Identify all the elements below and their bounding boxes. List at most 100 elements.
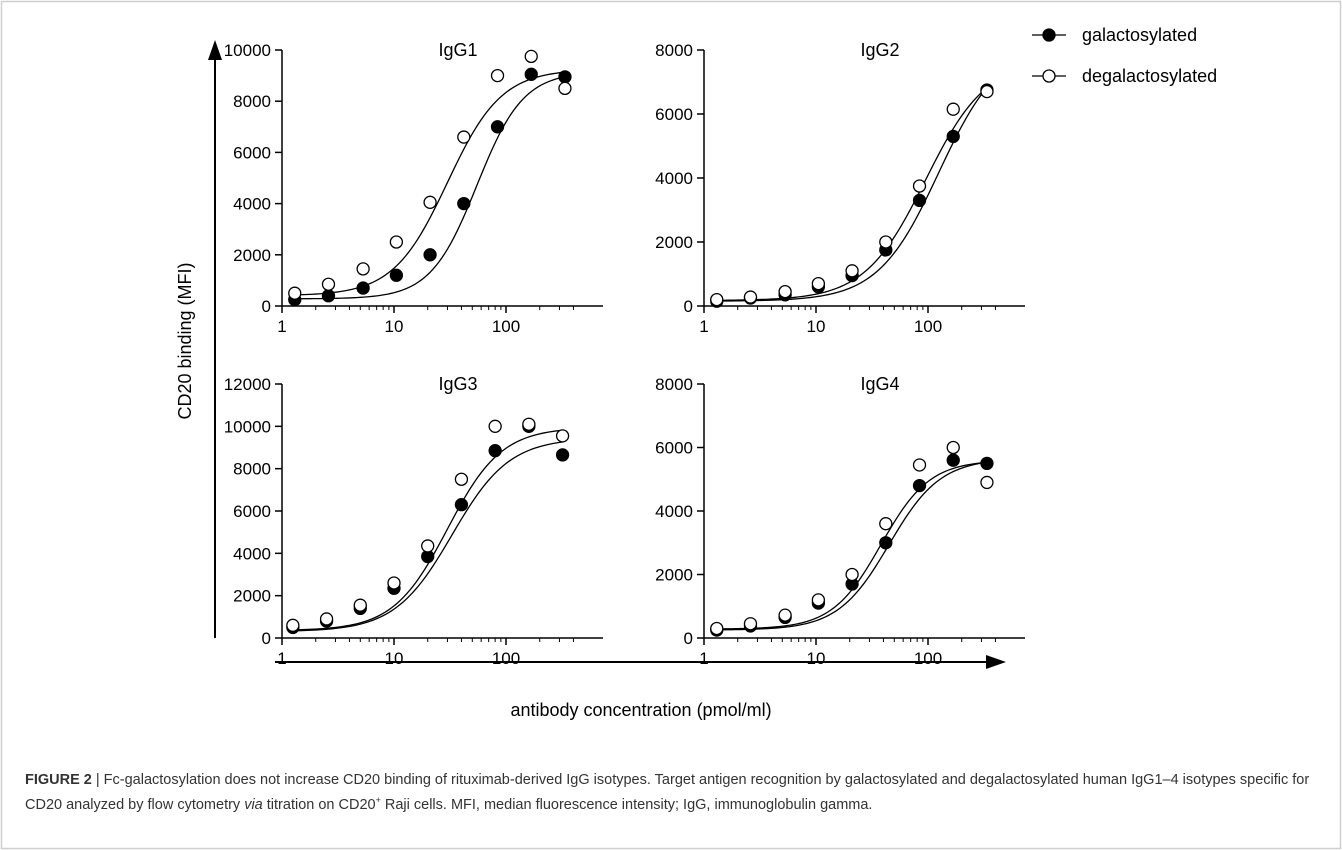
- data-point-igg4-degalactosylated: [980, 475, 994, 490]
- data-point-igg2-degalactosylated: [845, 264, 859, 278]
- data-point-igg2-degalactosylated: [912, 179, 927, 193]
- data-point-igg3-degalactosylated: [353, 598, 367, 612]
- data-point-igg3-degalactosylated: [286, 618, 300, 632]
- x-tick-label-igg4: 10: [807, 649, 826, 668]
- data-point-igg2-degalactosylated: [879, 235, 893, 249]
- x-tick-label-igg2: 100: [914, 317, 942, 336]
- y-tick-label-igg1: 6000: [233, 143, 271, 162]
- y-tick-label-igg2: 4000: [655, 169, 693, 188]
- data-point-igg3-degalactosylated: [387, 576, 401, 590]
- y-tick-label-igg3: 12000: [224, 375, 271, 394]
- data-point-igg3-degalactosylated: [454, 472, 469, 486]
- caption-text-1: Fc-galactosylation does not increase CD2…: [25, 772, 1310, 813]
- y-tick-label-igg2: 0: [684, 297, 693, 316]
- y-tick-label-igg1: 0: [262, 297, 271, 316]
- panel-title-igg2: IgG2: [860, 40, 899, 60]
- data-point-igg4-degalactosylated: [946, 440, 960, 455]
- x-tick-label-igg4: 1: [699, 649, 708, 668]
- data-point-igg2-degalactosylated: [743, 290, 758, 304]
- legend-label-galactosylated: galactosylated: [1082, 25, 1197, 45]
- data-point-igg1-degalactosylated: [490, 68, 505, 83]
- x-tick-label-igg2: 1: [699, 317, 708, 336]
- y-tick-label-igg3: 8000: [233, 460, 271, 479]
- x-tick-label-igg2: 10: [807, 317, 826, 336]
- y-tick-label-igg1: 10000: [224, 41, 271, 60]
- y-tick-label-igg2: 8000: [655, 41, 693, 60]
- legend-label-degalactosylated: degalactosylated: [1082, 66, 1217, 86]
- y-tick-label-igg4: 8000: [655, 375, 693, 394]
- fit-curve-igg4-galactosylated: [716, 461, 988, 631]
- y-tick-label-igg4: 4000: [655, 502, 693, 521]
- data-point-igg2-degalactosylated: [980, 84, 994, 99]
- panel-title-igg3: IgG3: [438, 374, 477, 394]
- fit-curve-igg1-degalactosylated: [294, 71, 566, 296]
- caption-label: FIGURE 2: [25, 772, 92, 788]
- y-tick-label-igg3: 4000: [233, 544, 271, 563]
- y-tick-label-igg3: 2000: [233, 587, 271, 606]
- data-point-igg1-degalactosylated: [457, 130, 471, 144]
- y-tick-label-igg2: 6000: [655, 105, 693, 124]
- panel-igg4: 0 2000 4000 6000 8000 1 10 100 IgG4: [655, 374, 1025, 668]
- y-tick-label-igg1: 8000: [233, 92, 271, 111]
- caption-italic-via: via: [244, 797, 263, 813]
- fit-curve-igg1-galactosylated: [294, 76, 566, 300]
- data-point-igg3-degalactosylated: [522, 417, 536, 431]
- y-tick-label-igg1: 2000: [233, 246, 271, 265]
- x-tick-label-igg1: 1: [277, 317, 286, 336]
- data-point-igg3-galactosylated: [488, 444, 502, 458]
- x-tick-label-igg1: 100: [492, 317, 520, 336]
- data-point-igg4-degalactosylated: [879, 517, 893, 531]
- data-point-igg1-degalactosylated: [356, 262, 370, 276]
- data-point-igg1-galactosylated: [490, 120, 505, 134]
- y-tick-label-igg4: 2000: [655, 566, 693, 585]
- data-point-igg1-galactosylated: [321, 289, 336, 303]
- panel-igg2: 0 2000 4000 6000 8000 1 10 100 IgG2: [655, 40, 1025, 336]
- y-tick-label-igg4: 0: [684, 629, 693, 648]
- data-point-igg4-degalactosylated: [710, 621, 724, 636]
- y-tick-label-igg3: 6000: [233, 502, 271, 521]
- data-point-igg3-galactosylated: [555, 448, 570, 462]
- data-point-igg2-degalactosylated: [946, 102, 960, 116]
- x-tick-label-igg1: 10: [385, 317, 404, 336]
- data-point-igg1-galactosylated: [423, 248, 437, 262]
- data-point-igg4-degalactosylated: [743, 617, 758, 631]
- shared-y-arrow-head: [208, 40, 222, 60]
- data-point-igg3-degalactosylated: [555, 429, 570, 443]
- fit-curve-igg3-galactosylated: [292, 441, 563, 632]
- y-tick-label-igg3: 0: [262, 629, 271, 648]
- legend-marker-galactosylated: [1042, 28, 1056, 42]
- data-point-igg1-degalactosylated: [558, 81, 572, 96]
- shared-x-arrow-head: [986, 655, 1006, 669]
- fit-curve-igg4-degalactosylated: [716, 461, 988, 630]
- caption-superscript: +: [375, 795, 381, 806]
- figure-caption: FIGURE 2 | Fc-galactosylation does not inc…: [25, 768, 1321, 818]
- data-point-igg3-degalactosylated: [488, 419, 502, 433]
- data-point-igg2-degalactosylated: [811, 276, 826, 291]
- panel-igg3: 0 2000 4000 6000 8000 10000 12000 1 10 100 IgG3: [224, 374, 603, 668]
- data-point-igg4-galactosylated: [912, 478, 927, 493]
- fit-curve-igg3-degalactosylated: [292, 429, 563, 631]
- x-tick-label-igg3: 100: [492, 649, 520, 668]
- data-point-igg3-degalactosylated: [319, 612, 334, 626]
- fit-curve-igg2-degalactosylated: [716, 87, 988, 301]
- data-point-igg1-degalactosylated: [524, 49, 538, 64]
- y-tick-label-igg2: 2000: [655, 233, 693, 252]
- y-tick-label-igg3: 10000: [224, 417, 271, 436]
- panel-title-igg4: IgG4: [860, 374, 899, 394]
- shared-x-label: antibody concentration (pmol/ml): [510, 700, 771, 720]
- caption-text-2: titration on CD20: [266, 797, 376, 813]
- data-point-igg1-galactosylated: [389, 268, 404, 282]
- data-point-igg1-degalactosylated: [321, 277, 336, 291]
- x-tick-label-igg3: 1: [277, 649, 286, 668]
- fit-curve-igg2-galactosylated: [716, 87, 988, 302]
- y-tick-label-igg1: 4000: [233, 195, 271, 214]
- panel-igg1: 0 2000 4000 6000 8000 10000 1 10 100 IgG1: [224, 40, 603, 336]
- data-point-igg1-degalactosylated: [288, 286, 302, 300]
- shared-y-label: CD20 binding (MFI): [175, 262, 195, 419]
- caption-text-3: Raji cells. MFI, median fluorescence int…: [384, 797, 873, 813]
- data-point-igg3-galactosylated: [454, 497, 469, 512]
